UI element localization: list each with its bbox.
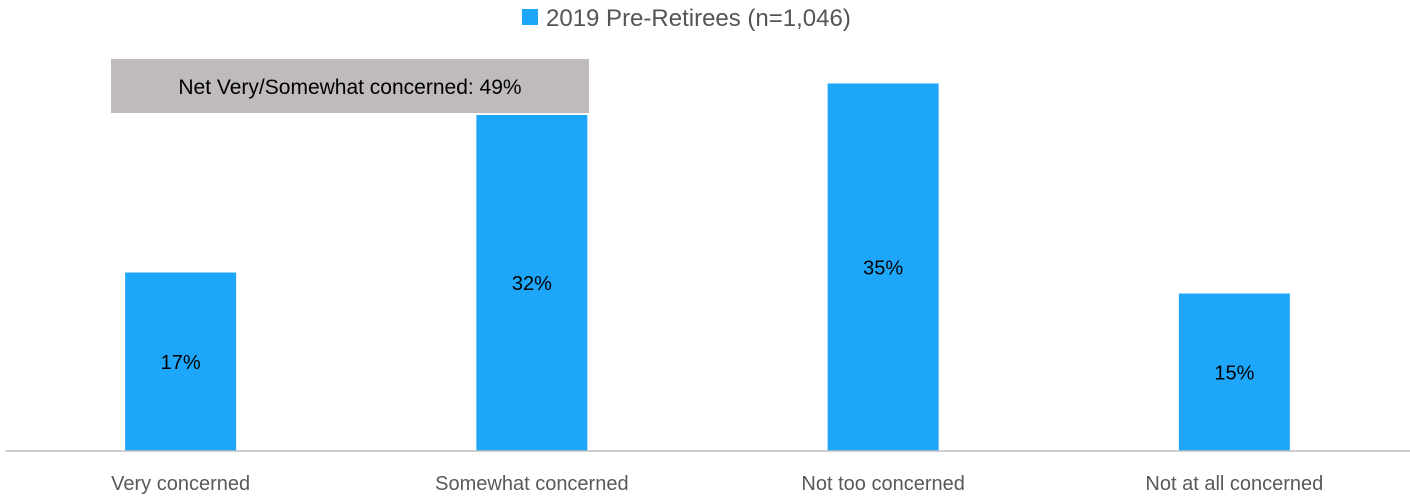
legend: 2019 Pre-Retirees (n=1,046) (522, 5, 851, 32)
annotation-background (111, 59, 589, 113)
data-label: 32% (512, 273, 552, 295)
data-label: 35% (863, 257, 903, 279)
bars-group (125, 83, 1290, 451)
bar-very-concerned (125, 272, 237, 451)
x-tick-label: Not too concerned (801, 473, 964, 495)
annotation-box: Net Very/Somewhat concerned: 49% (111, 59, 589, 113)
data-label: 15% (1214, 362, 1254, 384)
x-tick-labels: Very concerned Somewhat concerned Not too … (111, 473, 1323, 495)
legend-swatch (522, 9, 538, 25)
x-tick-label: Somewhat concerned (435, 473, 628, 495)
annotation-text: Net Very/Somewhat concerned: 49% (178, 76, 521, 99)
bar-not-at-all-concerned (1178, 293, 1290, 451)
x-tick-label: Not at all concerned (1145, 473, 1323, 495)
bar-not-too-concerned (827, 83, 939, 451)
data-label: 17% (161, 352, 201, 374)
data-labels-group: 17% 32% 35% 15% (161, 257, 1255, 384)
bar-somewhat-concerned (476, 115, 588, 451)
x-tick-label: Very concerned (111, 473, 250, 495)
legend-label: 2019 Pre-Retirees (n=1,046) (546, 5, 851, 32)
